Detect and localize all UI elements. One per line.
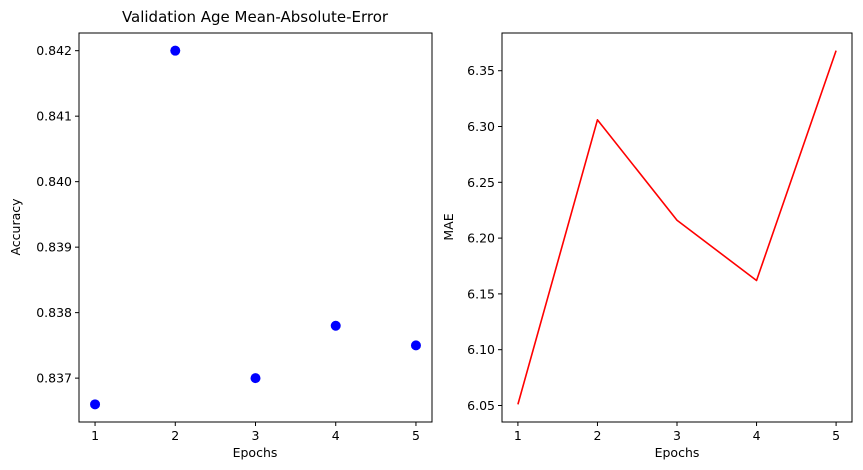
x-tick-label: 1 (91, 428, 99, 443)
y-tick-label: 6.05 (467, 398, 495, 413)
x-axis: 1 2 3 4 5 (514, 422, 840, 443)
x-tick-label: 4 (332, 428, 340, 443)
x-tick-label: 3 (673, 428, 681, 443)
x-tick-label: 5 (412, 428, 420, 443)
y-axis-label: MAE (441, 213, 456, 240)
x-tick-label: 3 (252, 428, 260, 443)
mae-line-chart: 1 2 3 4 5 6.05 6.10 6.15 6.20 6.25 6.30 6.35 Epoch… (441, 32, 853, 460)
scatter-points (90, 45, 421, 410)
scatter-point (330, 320, 341, 331)
y-tick-label: 6.15 (467, 286, 495, 301)
y-tick-label: 6.35 (467, 63, 495, 78)
y-tick-label: 0.838 (36, 305, 72, 320)
y-axis-label: Accuracy (8, 198, 23, 256)
scatter-point (250, 373, 261, 384)
scatter-point (170, 45, 181, 56)
x-axis: 1 2 3 4 5 (91, 422, 420, 443)
x-tick-label: 1 (514, 428, 522, 443)
line-series (517, 50, 837, 405)
x-axis-label: Epochs (655, 445, 700, 460)
y-tick-label: 0.839 (36, 240, 72, 255)
chart-title: Validation Age Mean-Absolute-Error (122, 8, 389, 26)
y-tick-label: 6.20 (467, 231, 495, 246)
y-axis: 0.837 0.838 0.839 0.840 0.841 0.842 (36, 43, 79, 386)
y-tick-label: 0.841 (36, 109, 72, 124)
scatter-point (410, 340, 421, 351)
x-tick-label: 2 (171, 428, 179, 443)
x-axis-label: Epochs (233, 445, 278, 460)
x-tick-label: 2 (593, 428, 601, 443)
accuracy-scatter-chart: Validation Age Mean-Absolute-Error 1 2 3 4 5… (8, 8, 433, 460)
y-tick-label: 6.25 (467, 175, 495, 190)
y-tick-label: 6.10 (467, 342, 495, 357)
mae-series-line (517, 50, 837, 405)
y-tick-label: 0.837 (36, 371, 72, 386)
y-axis: 6.05 6.10 6.15 6.20 6.25 6.30 6.35 (467, 63, 502, 413)
y-tick-label: 0.840 (36, 174, 72, 189)
x-tick-label: 4 (753, 428, 761, 443)
y-tick-label: 0.842 (36, 43, 72, 58)
plot-area-frame (78, 32, 433, 423)
scatter-point (90, 399, 101, 410)
x-tick-label: 5 (832, 428, 840, 443)
y-tick-label: 6.30 (467, 119, 495, 134)
plot-area-frame (501, 32, 853, 423)
